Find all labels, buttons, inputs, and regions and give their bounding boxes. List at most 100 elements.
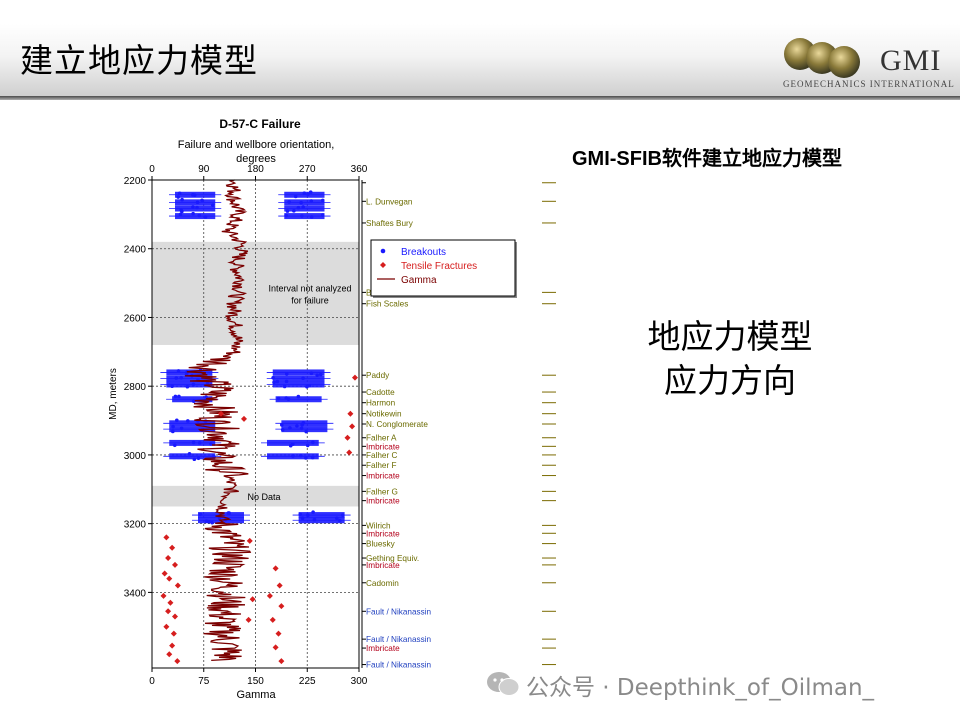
breakout-band — [284, 199, 325, 206]
breakout-point — [170, 429, 175, 434]
breakout-point — [191, 205, 195, 209]
breakout-point — [309, 199, 314, 203]
y-tick-label: 3200 — [124, 520, 147, 531]
breakout-point — [191, 440, 196, 445]
breakout-point — [195, 205, 199, 210]
breakout-point — [284, 372, 289, 376]
breakout-point — [191, 211, 195, 216]
formation-top-label: Harmon — [366, 399, 396, 408]
breakout-point — [187, 451, 192, 456]
y-tick-label: 2800 — [124, 382, 147, 393]
breakout-point — [299, 426, 304, 431]
tensile-fracture-point — [165, 608, 172, 615]
formation-top-label: Notikewin — [366, 410, 402, 419]
breakout-band — [166, 381, 213, 388]
breakout-band — [275, 396, 322, 403]
breakout-point — [179, 426, 184, 431]
tensile-fracture-point — [249, 596, 256, 603]
y-tick-label: 2600 — [124, 313, 147, 324]
logo-name: GMI — [880, 44, 942, 77]
breakout-point — [197, 441, 202, 445]
bottom-tick-label: 225 — [299, 676, 316, 687]
breakout-point — [173, 394, 178, 399]
breakout-point — [185, 384, 190, 389]
breakout-point — [304, 456, 308, 460]
tensile-fracture-point — [165, 555, 172, 562]
formation-top-label: Falher C — [366, 451, 397, 460]
breakout-point — [178, 212, 183, 217]
breakout-point — [302, 191, 307, 195]
breakout-point — [320, 213, 325, 217]
formation-top-label: L. Dunvegan — [366, 197, 413, 206]
tensile-fracture-point — [347, 410, 354, 417]
formation-top-label: Wilrich — [366, 521, 391, 530]
bottom-tick-label: 75 — [198, 676, 210, 687]
shaded-interval-label: Interval not analyzed — [268, 283, 351, 293]
breakout-band — [284, 205, 325, 212]
breakout-point — [287, 200, 291, 204]
breakout-band — [272, 381, 325, 388]
breakout-point — [172, 443, 177, 448]
breakout-point — [300, 214, 304, 218]
tensile-fracture-point — [275, 630, 282, 637]
big-text-line-1: 地应力模型 — [647, 317, 813, 356]
breakout-point — [203, 215, 208, 219]
breakout-point — [293, 194, 298, 199]
formation-top-label: Fault / Nikanassin — [366, 635, 432, 644]
breakout-point — [191, 382, 196, 387]
breakout-point — [180, 197, 184, 202]
breakout-point — [210, 520, 214, 525]
bottom-tick-label: 300 — [351, 676, 368, 687]
breakout-point — [301, 376, 305, 381]
breakout-point — [340, 513, 345, 517]
breakout-point — [174, 376, 179, 380]
breakout-band — [175, 205, 216, 212]
tensile-fracture-point — [163, 534, 170, 541]
y-tick-label: 3000 — [124, 451, 147, 462]
breakout-point — [288, 426, 292, 430]
breakout-point — [195, 200, 200, 205]
wechat-icon — [487, 672, 520, 696]
breakout-point — [305, 384, 309, 389]
tensile-fracture-point — [167, 599, 174, 606]
breakout-point — [284, 213, 288, 218]
breakout-point — [309, 215, 314, 219]
tensile-fracture-point — [166, 651, 173, 658]
tensile-fracture-point — [174, 582, 181, 589]
breakout-point — [298, 453, 303, 458]
top-tick-label: 90 — [198, 164, 210, 175]
formation-top-label: Imbricate — [366, 472, 400, 481]
breakout-point — [296, 205, 301, 210]
shaded-interval-label: No Data — [247, 492, 280, 502]
breakout-point — [271, 375, 275, 380]
breakout-band — [169, 453, 216, 460]
breakout-point — [197, 213, 202, 218]
breakout-point — [308, 190, 313, 195]
tensile-fracture-point — [174, 658, 181, 665]
tensile-fracture-point — [269, 616, 276, 623]
bottom-tick-label: 0 — [149, 676, 155, 687]
breakout-point — [300, 422, 304, 427]
tensile-fracture-point — [278, 658, 285, 665]
legend-entry-label: Tensile Fractures — [401, 261, 477, 272]
breakout-band — [169, 426, 216, 433]
tensile-fracture-point — [344, 434, 351, 441]
breakout-point — [177, 191, 182, 196]
tensile-fracture-point — [166, 575, 173, 582]
breakout-point — [337, 518, 342, 523]
legend-breakouts-marker — [380, 248, 386, 254]
formation-top-label: Paddy — [366, 371, 390, 380]
breakout-point — [300, 516, 305, 521]
formation-top-label: Fault / Nikanassin — [366, 661, 432, 670]
slide-subtitle: GMI-SFIB软件建立地应力模型 — [572, 148, 842, 170]
breakout-band — [272, 375, 325, 382]
breakout-point — [227, 511, 231, 515]
top-axis-label-units: degrees — [236, 153, 276, 165]
breakout-point — [191, 193, 195, 197]
breakout-point — [318, 372, 323, 377]
tensile-fracture-point — [163, 623, 170, 630]
formation-top-label: Fish Scales — [366, 300, 408, 309]
breakout-point — [175, 418, 179, 423]
breakout-point — [179, 208, 183, 212]
top-tick-label: 180 — [247, 164, 264, 175]
